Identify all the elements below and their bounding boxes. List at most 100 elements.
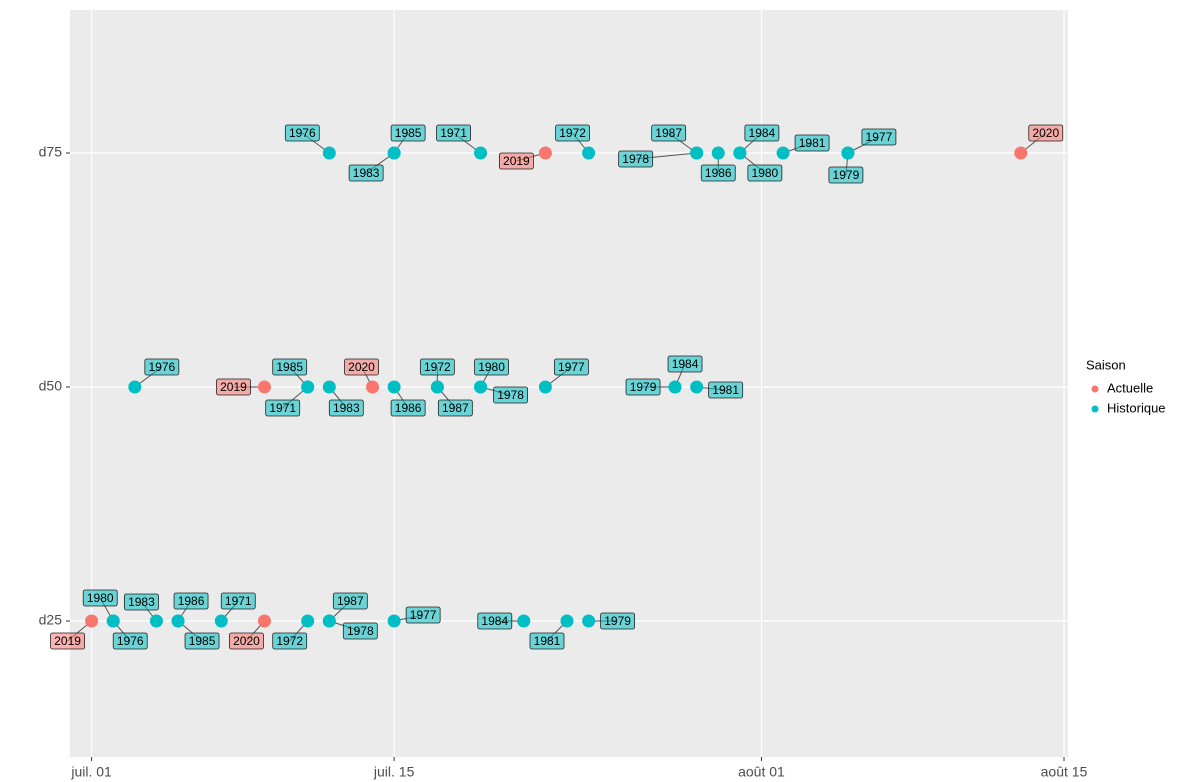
label-box (477, 612, 513, 630)
label-box (474, 358, 509, 376)
point (517, 614, 531, 628)
point-label: 1976 (148, 360, 175, 374)
label-box (272, 358, 308, 376)
point (106, 614, 120, 628)
point (560, 614, 574, 628)
point (538, 146, 552, 160)
x-tick-label: août 15 (1041, 764, 1088, 780)
point-label: 2020 (233, 634, 260, 648)
point-label: 1981 (712, 383, 739, 397)
label-box (348, 164, 384, 182)
point-label: 1985 (276, 360, 303, 374)
point-label: 1977 (866, 130, 893, 144)
label-box (184, 632, 220, 650)
point (301, 380, 315, 394)
label-box (828, 166, 864, 184)
point (711, 146, 725, 160)
x-tick-label: juil. 01 (70, 764, 112, 780)
label-box (529, 632, 565, 650)
point-label: 1980 (752, 166, 779, 180)
point-label: 1984 (749, 126, 776, 140)
point (474, 146, 488, 160)
point-label: 1986 (395, 401, 422, 415)
label-box (332, 592, 368, 610)
label-box (747, 164, 783, 182)
point (690, 146, 704, 160)
label-box (498, 152, 534, 170)
point-label: 1972 (276, 634, 303, 648)
label-box (342, 622, 378, 640)
point-label: 2019 (503, 154, 530, 168)
point (257, 380, 271, 394)
label-box (553, 358, 589, 376)
point (387, 380, 401, 394)
point (733, 146, 747, 160)
point (128, 380, 142, 394)
label-box (265, 399, 301, 417)
point (841, 146, 855, 160)
point (301, 614, 315, 628)
point-label: 1971 (269, 401, 296, 415)
point-label: 1980 (478, 360, 505, 374)
label-box (328, 399, 364, 417)
point-label: 1983 (128, 595, 155, 609)
label-box (272, 632, 308, 650)
point (430, 380, 444, 394)
point-label: 1976 (289, 126, 316, 140)
point (85, 614, 99, 628)
point (668, 380, 682, 394)
label-box (112, 632, 148, 650)
legend-key (1091, 405, 1099, 413)
legend-label: Actuelle (1107, 380, 1153, 395)
label-box (625, 378, 661, 396)
point-label: 1985 (189, 634, 216, 648)
label-box (618, 150, 654, 168)
point-label: 1978 (497, 388, 524, 402)
point-label: 1976 (117, 634, 144, 648)
label-box (861, 128, 897, 146)
point (366, 380, 380, 394)
point-label: 1986 (178, 594, 205, 608)
point-label: 2020 (348, 360, 375, 374)
point-label: 1984 (672, 357, 699, 371)
point-label: 1986 (705, 166, 732, 180)
point-label: 1972 (424, 360, 451, 374)
point-label: 1977 (558, 360, 585, 374)
point-label: 1979 (604, 614, 631, 628)
legend-title: Saison (1086, 357, 1126, 372)
label-box (437, 399, 473, 417)
point-label: 1979 (630, 380, 657, 394)
point (149, 614, 163, 628)
point (171, 614, 185, 628)
point-label: 1985 (395, 126, 422, 140)
point-label: 1979 (833, 168, 860, 182)
label-box (229, 632, 264, 650)
point (322, 146, 336, 160)
point-label: 1971 (440, 126, 467, 140)
point-label: 1983 (353, 166, 380, 180)
label-box (124, 593, 159, 611)
label-box (50, 632, 86, 650)
label-box (600, 612, 636, 630)
y-tick-label: d25 (39, 612, 63, 628)
point (387, 146, 401, 160)
point-label: 1981 (534, 634, 561, 648)
label-box (284, 124, 320, 142)
point (776, 146, 790, 160)
point (1014, 146, 1028, 160)
legend-key (1091, 385, 1099, 393)
label-box (708, 381, 744, 399)
point (214, 614, 228, 628)
point (582, 146, 596, 160)
point (257, 614, 271, 628)
point (582, 614, 596, 628)
point-label: 1983 (333, 401, 360, 415)
point-label: 1984 (481, 614, 508, 628)
point-label: 1971 (225, 594, 252, 608)
point-label: 1987 (442, 401, 469, 415)
label-box (390, 399, 426, 417)
x-tick-label: juil. 15 (373, 764, 415, 780)
point-label: 1981 (799, 136, 826, 150)
label-box (744, 124, 780, 142)
